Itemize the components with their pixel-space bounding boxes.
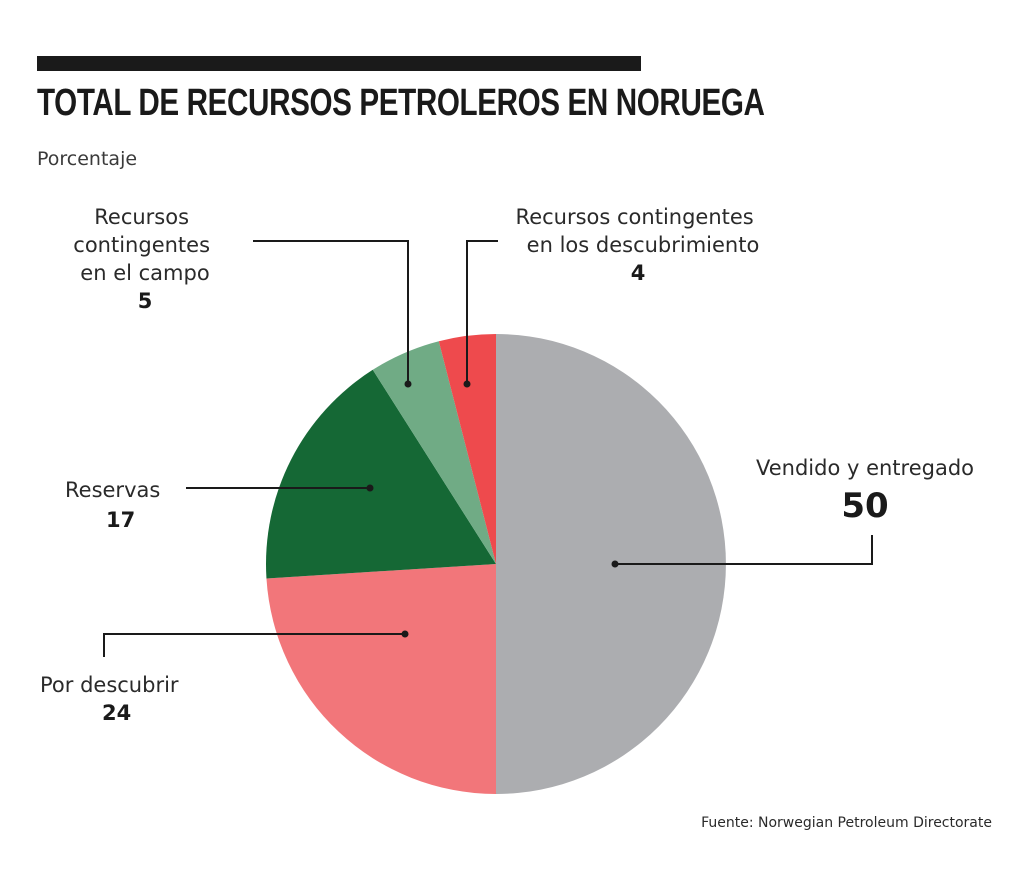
slice-vendido — [496, 334, 726, 794]
slice-por-descubrir — [266, 564, 496, 794]
leader-por-descubrir-dot — [401, 630, 409, 638]
slice-label-por-descubrir: Por descubrir — [40, 673, 179, 697]
slice-reservas — [266, 369, 496, 579]
leader-campo-dot — [404, 380, 412, 388]
leader-descubrimiento — [466, 240, 498, 384]
slice-label-reservas: Reservas — [65, 478, 160, 502]
leader-vendido — [615, 535, 873, 565]
chart-title: TOTAL DE RECURSOS PETROLEROS EN NORUEGA — [37, 82, 765, 124]
slice-value-vendido: 50 — [841, 486, 888, 526]
leader-descubrimiento-dot — [463, 380, 471, 388]
leader-por-descubrir — [103, 633, 405, 657]
leader-reservas-dot — [366, 484, 374, 492]
leader-lines — [103, 240, 873, 657]
slice-label-campo-line: contingentes — [73, 233, 210, 257]
slice-label-campo: Recursos contingentes en el campo — [73, 205, 216, 285]
slice-label-descubrimiento-line: en los descubrimiento — [527, 233, 760, 257]
slice-label-descubrimiento-line: Recursos contingentes — [516, 205, 754, 229]
slice-label-descubrimiento: Recursos contingentes en los descubrimie… — [516, 205, 761, 257]
slice-value-reservas: 17 — [106, 508, 135, 532]
title-bar — [37, 56, 641, 71]
slice-descubrimiento — [438, 334, 496, 564]
slice-value-descubrimiento: 4 — [631, 261, 646, 285]
chart-subtitle: Porcentaje — [37, 148, 138, 170]
slice-label-vendido: Vendido y entregado — [756, 456, 974, 480]
slice-campo — [372, 341, 496, 564]
slice-value-por-descubrir: 24 — [102, 701, 131, 725]
leader-vendido-dot — [611, 560, 619, 568]
slice-value-campo: 5 — [138, 289, 153, 313]
chart-source: Fuente: Norwegian Petroleum Directorate — [701, 815, 992, 831]
slice-label-campo-line: Recursos — [94, 205, 189, 229]
pie-slices — [266, 334, 726, 794]
leader-campo — [253, 240, 409, 384]
slice-label-campo-line: en el campo — [80, 261, 209, 285]
